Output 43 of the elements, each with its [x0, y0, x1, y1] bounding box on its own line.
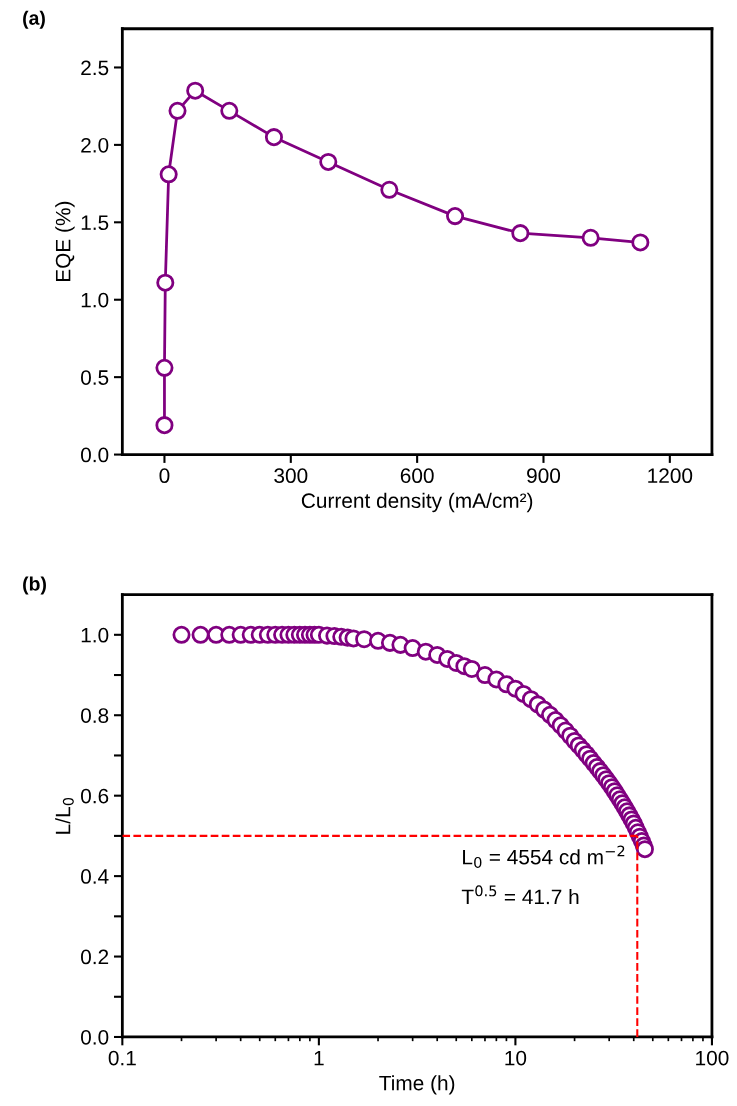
y-tick-label: 1.0 [81, 292, 109, 308]
x-tick-label: 0.1 [108, 1050, 136, 1066]
annotation: T$^{0.5}$ = 41.7 h [461, 885, 579, 905]
y-tick-label: 0.0 [81, 447, 109, 463]
x-tick-label: 1 [314, 1050, 324, 1066]
point [631, 233, 650, 252]
point [319, 152, 338, 171]
x-tick-label: 10 [505, 1050, 527, 1066]
y-tick-label: 0.5 [81, 370, 109, 385]
point [511, 224, 530, 243]
x-tick-label: 600 [400, 468, 434, 484]
point [156, 273, 175, 292]
x-tick-label: 1200 [648, 468, 693, 484]
x-tick-label: 900 [527, 468, 561, 484]
y-tick-label: 1.5 [81, 215, 109, 231]
y-tick-label: 0.2 [81, 949, 109, 965]
y-tick-label: 2.5 [81, 60, 109, 76]
x-axis-title: Current density (mA/cm²) [301, 492, 533, 513]
y-tick-label: 0.8 [81, 708, 109, 723]
chart-title: (b) [23, 576, 46, 595]
y-tick-label: 1.0 [81, 627, 109, 643]
annotation: L$_{0}$ = 4554 cd m$^{−2}$ [463, 845, 625, 868]
point [264, 128, 283, 147]
point [581, 228, 600, 247]
y-tick-label: 0.0 [81, 1029, 109, 1045]
y-tick-label: 0.6 [81, 788, 109, 804]
point [220, 101, 239, 120]
y-axis-title: L/L$_{0}$ [55, 797, 74, 834]
point [155, 358, 174, 377]
x-tick-label: 300 [274, 468, 308, 484]
y-axis-title: EQE (%) [55, 201, 75, 282]
point [446, 207, 465, 226]
x-tick-label: 100 [696, 1050, 729, 1066]
y-tick-label: 2.0 [81, 137, 109, 153]
chart-title: (a) [23, 10, 45, 29]
point [380, 180, 399, 199]
point [159, 165, 178, 184]
point [186, 81, 205, 100]
x-axis-title: Time (h) [379, 1075, 455, 1095]
x-tick-label: 0 [159, 468, 170, 484]
point [155, 416, 174, 435]
point [168, 101, 187, 120]
y-tick-label: 0.4 [81, 869, 109, 884]
